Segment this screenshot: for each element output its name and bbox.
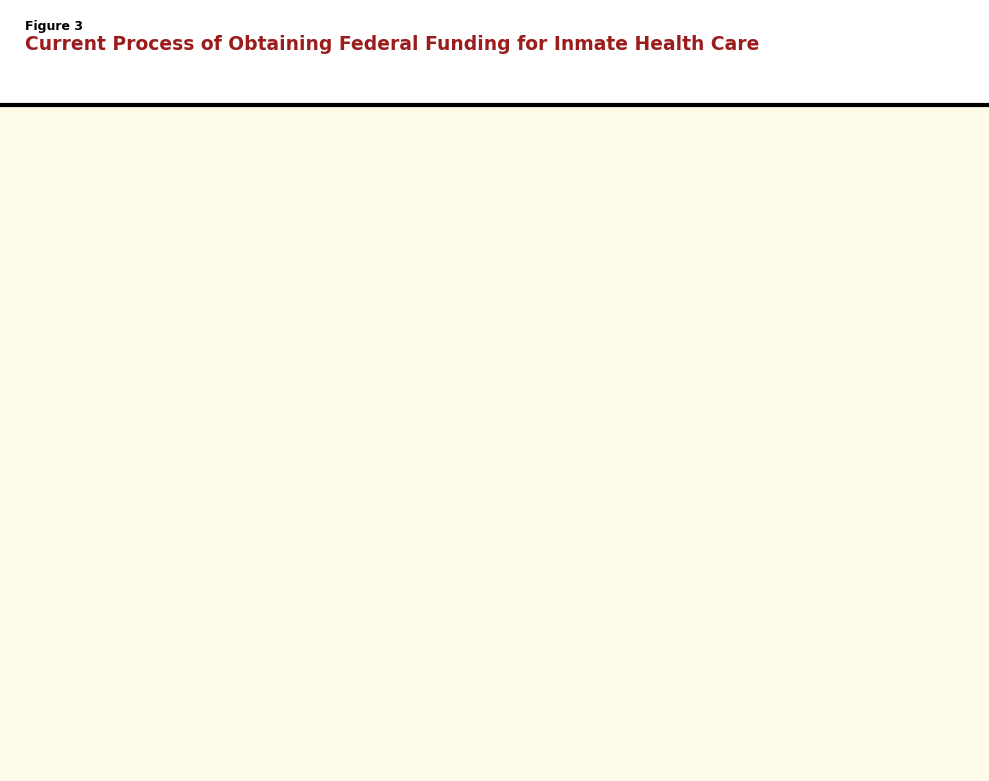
Text: Receiver sends invoice for care to
inmate’s county, which submits
a claim to DHC: Receiver sends invoice for care to inmat… <box>402 590 587 647</box>
Text: Enrollment: Enrollment <box>5 480 81 494</box>
Text: Inmate receives off-site inpatient
care and Receiver pays provider
in full. If i: Inmate receives off-site inpatient care … <box>390 182 599 238</box>
Text: Service: Service <box>5 204 56 216</box>
Text: Claiming: Claiming <box>5 612 65 626</box>
Text: Figure 3: Figure 3 <box>25 20 83 33</box>
FancyBboxPatch shape <box>312 707 677 761</box>
Text: Receiver submits a claim
to DHCS for eligible
services provided to inmate.
DHCS : Receiver submits a claim to DHCS for eli… <box>159 590 315 647</box>
Text: The DHCS reviews application to
determine if inmate is eligible for
a LIHP or Me: The DHCS reviews application to determin… <box>404 339 585 372</box>
FancyBboxPatch shape <box>663 457 880 518</box>
FancyBboxPatch shape <box>129 457 346 518</box>
Text: If inmate is not eligible for a LIHP or
Medi-Cal, DHCS notifies the Receiver
tha: If inmate is not eligible for a LIHP or … <box>660 470 883 504</box>
Text: Current Process of Obtaining Federal Funding for Inmate Health Care: Current Process of Obtaining Federal Fun… <box>25 35 760 54</box>
Text: Federal
Reimbursement: Federal Reimbursement <box>5 720 116 747</box>
Text: LIHP = Low-Income Health Program and DHCS = Department of Health Care Services: LIHP = Low-Income Health Program and DHC… <box>12 763 480 773</box>
Text: Eligibility
Determination: Eligibility Determination <box>5 341 106 369</box>
Text: The DHCS obtains federal match and authorizes
payment of claims submitted by Rec: The DHCS obtains federal match and autho… <box>349 723 640 744</box>
FancyBboxPatch shape <box>366 159 623 261</box>
FancyBboxPatch shape <box>376 457 613 518</box>
Text: If inmate is eligible for Medi-Cal,
DHCS enrolls inmate.: If inmate is eligible for Medi-Cal, DHCS… <box>149 476 325 498</box>
Text: If inmate is eligible for a LIHP, DHCS
notifies inmate’s county of residence
whi: If inmate is eligible for a LIHP, DHCS n… <box>394 470 595 504</box>
FancyBboxPatch shape <box>366 318 623 393</box>
FancyBboxPatch shape <box>376 575 613 663</box>
FancyBboxPatch shape <box>129 575 346 663</box>
